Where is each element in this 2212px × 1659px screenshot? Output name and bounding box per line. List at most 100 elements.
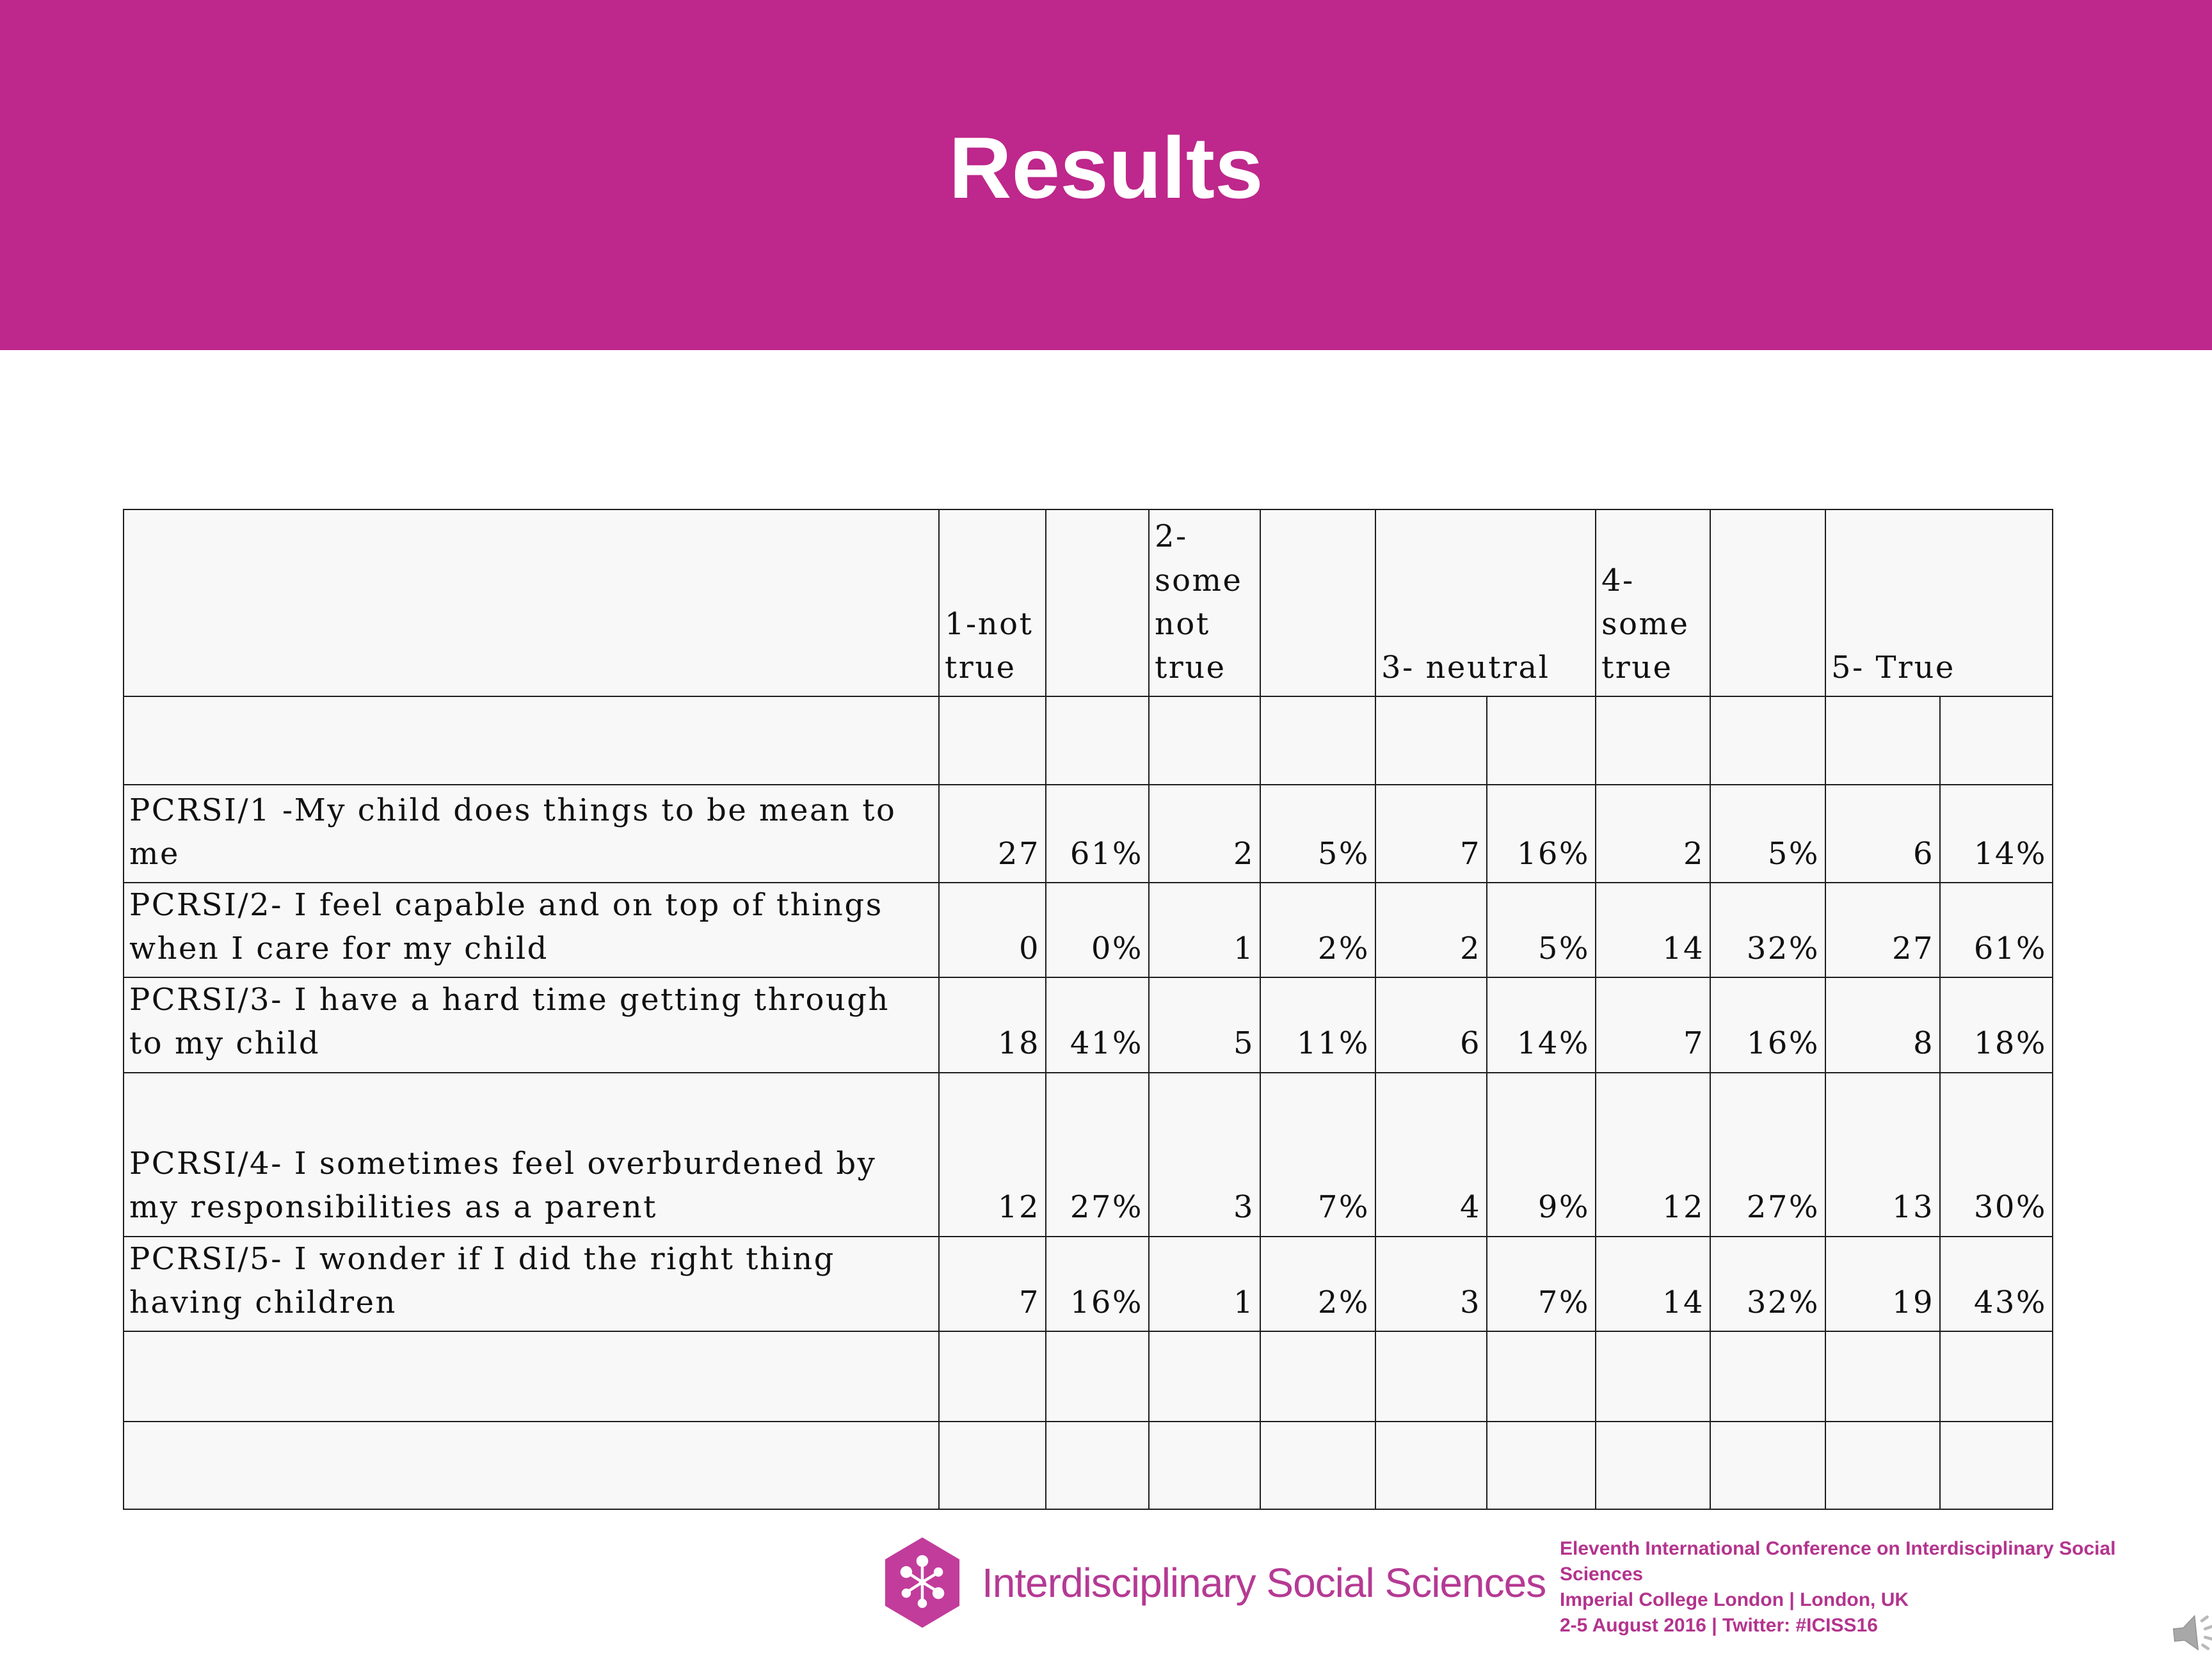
count-cell: 0: [938, 881, 1046, 979]
item-cell: PCRSI/1 -My child does things to be mean…: [123, 784, 940, 883]
percent-cell: 2%: [1260, 1235, 1376, 1332]
empty-cell: [1939, 1420, 2054, 1510]
empty-cell: [1825, 1330, 1941, 1422]
header-cell-scale-4: 4- some true: [1595, 509, 1711, 697]
conference-date: 2-5 August 2016 | Twitter: #ICISS16: [1560, 1615, 1878, 1636]
percent-cell: 11%: [1260, 977, 1376, 1073]
percent-cell: 16%: [1045, 1235, 1150, 1332]
table-row-pcrsi-2: PCRSI/2- I feel capable and on top of th…: [123, 881, 2054, 979]
empty-cell: [1260, 1420, 1376, 1510]
header-cell-empty: [1260, 509, 1376, 697]
percent-cell: 9%: [1486, 1071, 1597, 1237]
table-row-pcrsi-1: PCRSI/1 -My child does things to be mean…: [123, 784, 2054, 883]
percent-cell: 18%: [1939, 977, 2054, 1073]
percent-cell: 14%: [1939, 784, 2054, 883]
header-cell-empty: [123, 509, 940, 697]
empty-cell: [1260, 696, 1376, 785]
count-cell: 7: [938, 1235, 1046, 1332]
percent-cell: 32%: [1710, 881, 1827, 979]
empty-cell: [1486, 1330, 1597, 1422]
count-cell: 12: [1595, 1071, 1711, 1237]
percent-cell: 0%: [1045, 881, 1150, 979]
count-cell: 1: [1148, 1235, 1261, 1332]
empty-cell: [1375, 1330, 1487, 1422]
empty-cell: [1825, 696, 1941, 785]
empty-cell: [1045, 1420, 1150, 1510]
percent-cell: 2%: [1260, 881, 1376, 979]
percent-cell: 16%: [1710, 977, 1827, 1073]
empty-cell: [1148, 1330, 1261, 1422]
count-cell: 27: [1825, 881, 1941, 979]
empty-row: [123, 1330, 2054, 1422]
empty-cell: [1595, 1420, 1711, 1510]
empty-cell: [123, 696, 940, 785]
empty-cell: [938, 1420, 1046, 1510]
empty-cell: [1148, 1420, 1261, 1510]
empty-cell: [1595, 696, 1711, 785]
count-cell: 1: [1148, 881, 1261, 979]
count-cell: 6: [1825, 784, 1941, 883]
header-cell-scale-3: 3- neutral: [1374, 509, 1597, 697]
results-table: 1-not true 2- some not true 3- neutral 4…: [123, 509, 2054, 1510]
header-cell-empty: [1045, 509, 1150, 697]
title-band: Results: [0, 0, 2212, 350]
percent-cell: 27%: [1710, 1071, 1827, 1237]
conference-info: Eleventh International Conference on Int…: [1560, 1536, 2168, 1639]
percent-cell: 7%: [1486, 1235, 1597, 1332]
empty-cell: [1825, 1420, 1941, 1510]
empty-cell: [1486, 696, 1597, 785]
speaker-icon[interactable]: [2167, 1609, 2212, 1656]
count-cell: 3: [1148, 1071, 1261, 1237]
empty-cell: [1939, 696, 2054, 785]
header-cell-scale-2: 2- some not true: [1148, 509, 1261, 697]
empty-cell: [938, 1330, 1046, 1422]
count-cell: 8: [1825, 977, 1941, 1073]
empty-cell: [1939, 1330, 2054, 1422]
empty-cell: [938, 696, 1046, 785]
percent-cell: 7%: [1260, 1071, 1376, 1237]
item-cell: PCRSI/5- I wonder if I did the right thi…: [123, 1235, 940, 1332]
percent-cell: 41%: [1045, 977, 1150, 1073]
percent-cell: 5%: [1486, 881, 1597, 979]
empty-cell: [1595, 1330, 1711, 1422]
empty-cell: [123, 1420, 940, 1510]
count-cell: 2: [1148, 784, 1261, 883]
empty-cell: [1710, 696, 1827, 785]
count-cell: 13: [1825, 1071, 1941, 1237]
empty-row: [123, 1420, 2054, 1510]
count-cell: 4: [1375, 1071, 1487, 1237]
molecule-icon: [885, 1537, 960, 1628]
empty-cell: [1375, 1420, 1487, 1510]
item-cell: PCRSI/3- I have a hard time getting thro…: [123, 977, 940, 1073]
count-cell: 2: [1595, 784, 1711, 883]
empty-cell: [1148, 696, 1261, 785]
table-row-pcrsi-4: PCRSI/4- I sometimes feel overburdened b…: [123, 1071, 2054, 1237]
conference-venue: Imperial College London | London, UK: [1560, 1589, 1909, 1610]
count-cell: 7: [1375, 784, 1487, 883]
percent-cell: 14%: [1486, 977, 1597, 1073]
count-cell: 5: [1148, 977, 1261, 1073]
count-cell: 27: [938, 784, 1046, 883]
logo-hexagon: [880, 1537, 965, 1628]
empty-cell: [1045, 696, 1150, 785]
percent-cell: 61%: [1045, 784, 1150, 883]
count-cell: 3: [1375, 1235, 1487, 1332]
header-cell-empty: [1710, 509, 1827, 697]
percent-cell: 5%: [1260, 784, 1376, 883]
item-cell: PCRSI/4- I sometimes feel overburdened b…: [123, 1071, 940, 1237]
count-cell: 14: [1595, 881, 1711, 979]
percent-cell: 27%: [1045, 1071, 1150, 1237]
percent-cell: 32%: [1710, 1235, 1827, 1332]
slide-title: Results: [949, 118, 1263, 216]
item-cell: PCRSI/2- I feel capable and on top of th…: [123, 881, 940, 979]
percent-cell: 61%: [1939, 881, 2054, 979]
count-cell: 6: [1375, 977, 1487, 1073]
empty-cell: [1710, 1420, 1827, 1510]
header-cell-scale-5: 5- True: [1825, 509, 2054, 697]
count-cell: 12: [938, 1071, 1046, 1237]
count-cell: 14: [1595, 1235, 1711, 1332]
count-cell: 19: [1825, 1235, 1941, 1332]
logo-wordmark: Interdisciplinary Social Sciences: [982, 1560, 1546, 1606]
empty-cell: [1710, 1330, 1827, 1422]
empty-cell: [1260, 1330, 1376, 1422]
